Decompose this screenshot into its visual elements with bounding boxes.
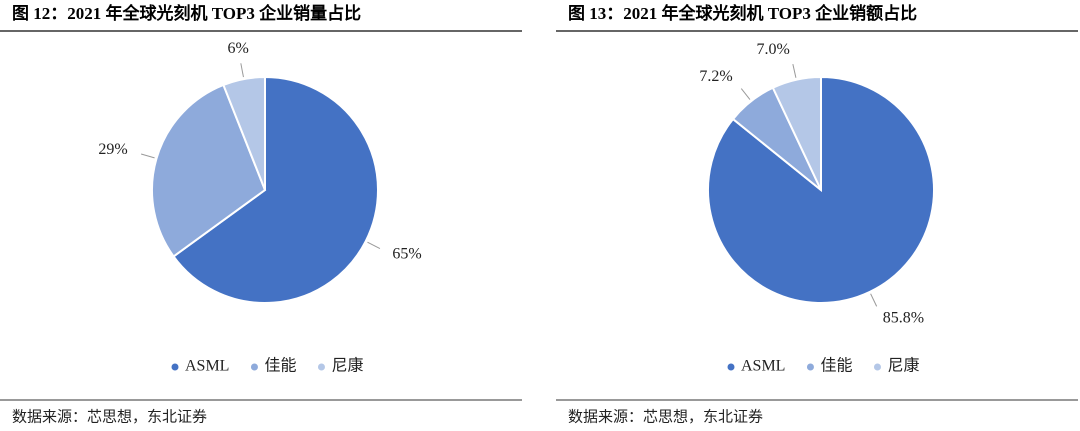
legend-label: 尼康 xyxy=(887,357,919,375)
leader-line xyxy=(140,153,155,159)
chart-title: 图 12：2021 年全球光刻机 TOP3 企业销量占比 xyxy=(12,3,361,23)
data-label: 6% xyxy=(228,40,249,57)
leader-line xyxy=(870,293,878,307)
legend-label: 尼康 xyxy=(331,357,363,375)
legend-swatch xyxy=(873,363,881,371)
pie-slice xyxy=(172,75,379,304)
legend-swatch xyxy=(727,363,735,371)
pie-slice xyxy=(222,75,266,191)
leader-line xyxy=(367,241,381,250)
legend-label: ASML xyxy=(185,358,229,375)
legend-swatch xyxy=(171,363,179,371)
legend-label: 佳能 xyxy=(264,357,296,375)
legend-swatch xyxy=(806,363,814,371)
data-label: 7.2% xyxy=(699,68,732,85)
data-label: 7.0% xyxy=(756,41,789,58)
chart-title: 图 13：2021 年全球光刻机 TOP3 企业销额占比 xyxy=(568,3,917,23)
legend-swatch xyxy=(317,363,325,371)
data-label: 29% xyxy=(98,141,127,158)
source-note: 数据来源：芯思想，东北证券 xyxy=(12,408,207,425)
legend-label: ASML xyxy=(741,358,785,375)
data-label: 85.8% xyxy=(883,310,924,327)
pie-slice xyxy=(771,75,822,191)
leader-line xyxy=(792,63,797,78)
pie-slice xyxy=(151,83,267,258)
leader-line xyxy=(240,63,244,78)
legend-label: 佳能 xyxy=(820,357,852,375)
leader-line xyxy=(740,88,751,100)
legend-swatch xyxy=(250,363,258,371)
source-note: 数据来源：芯思想，东北证券 xyxy=(568,408,763,425)
data-label: 65% xyxy=(392,246,421,263)
